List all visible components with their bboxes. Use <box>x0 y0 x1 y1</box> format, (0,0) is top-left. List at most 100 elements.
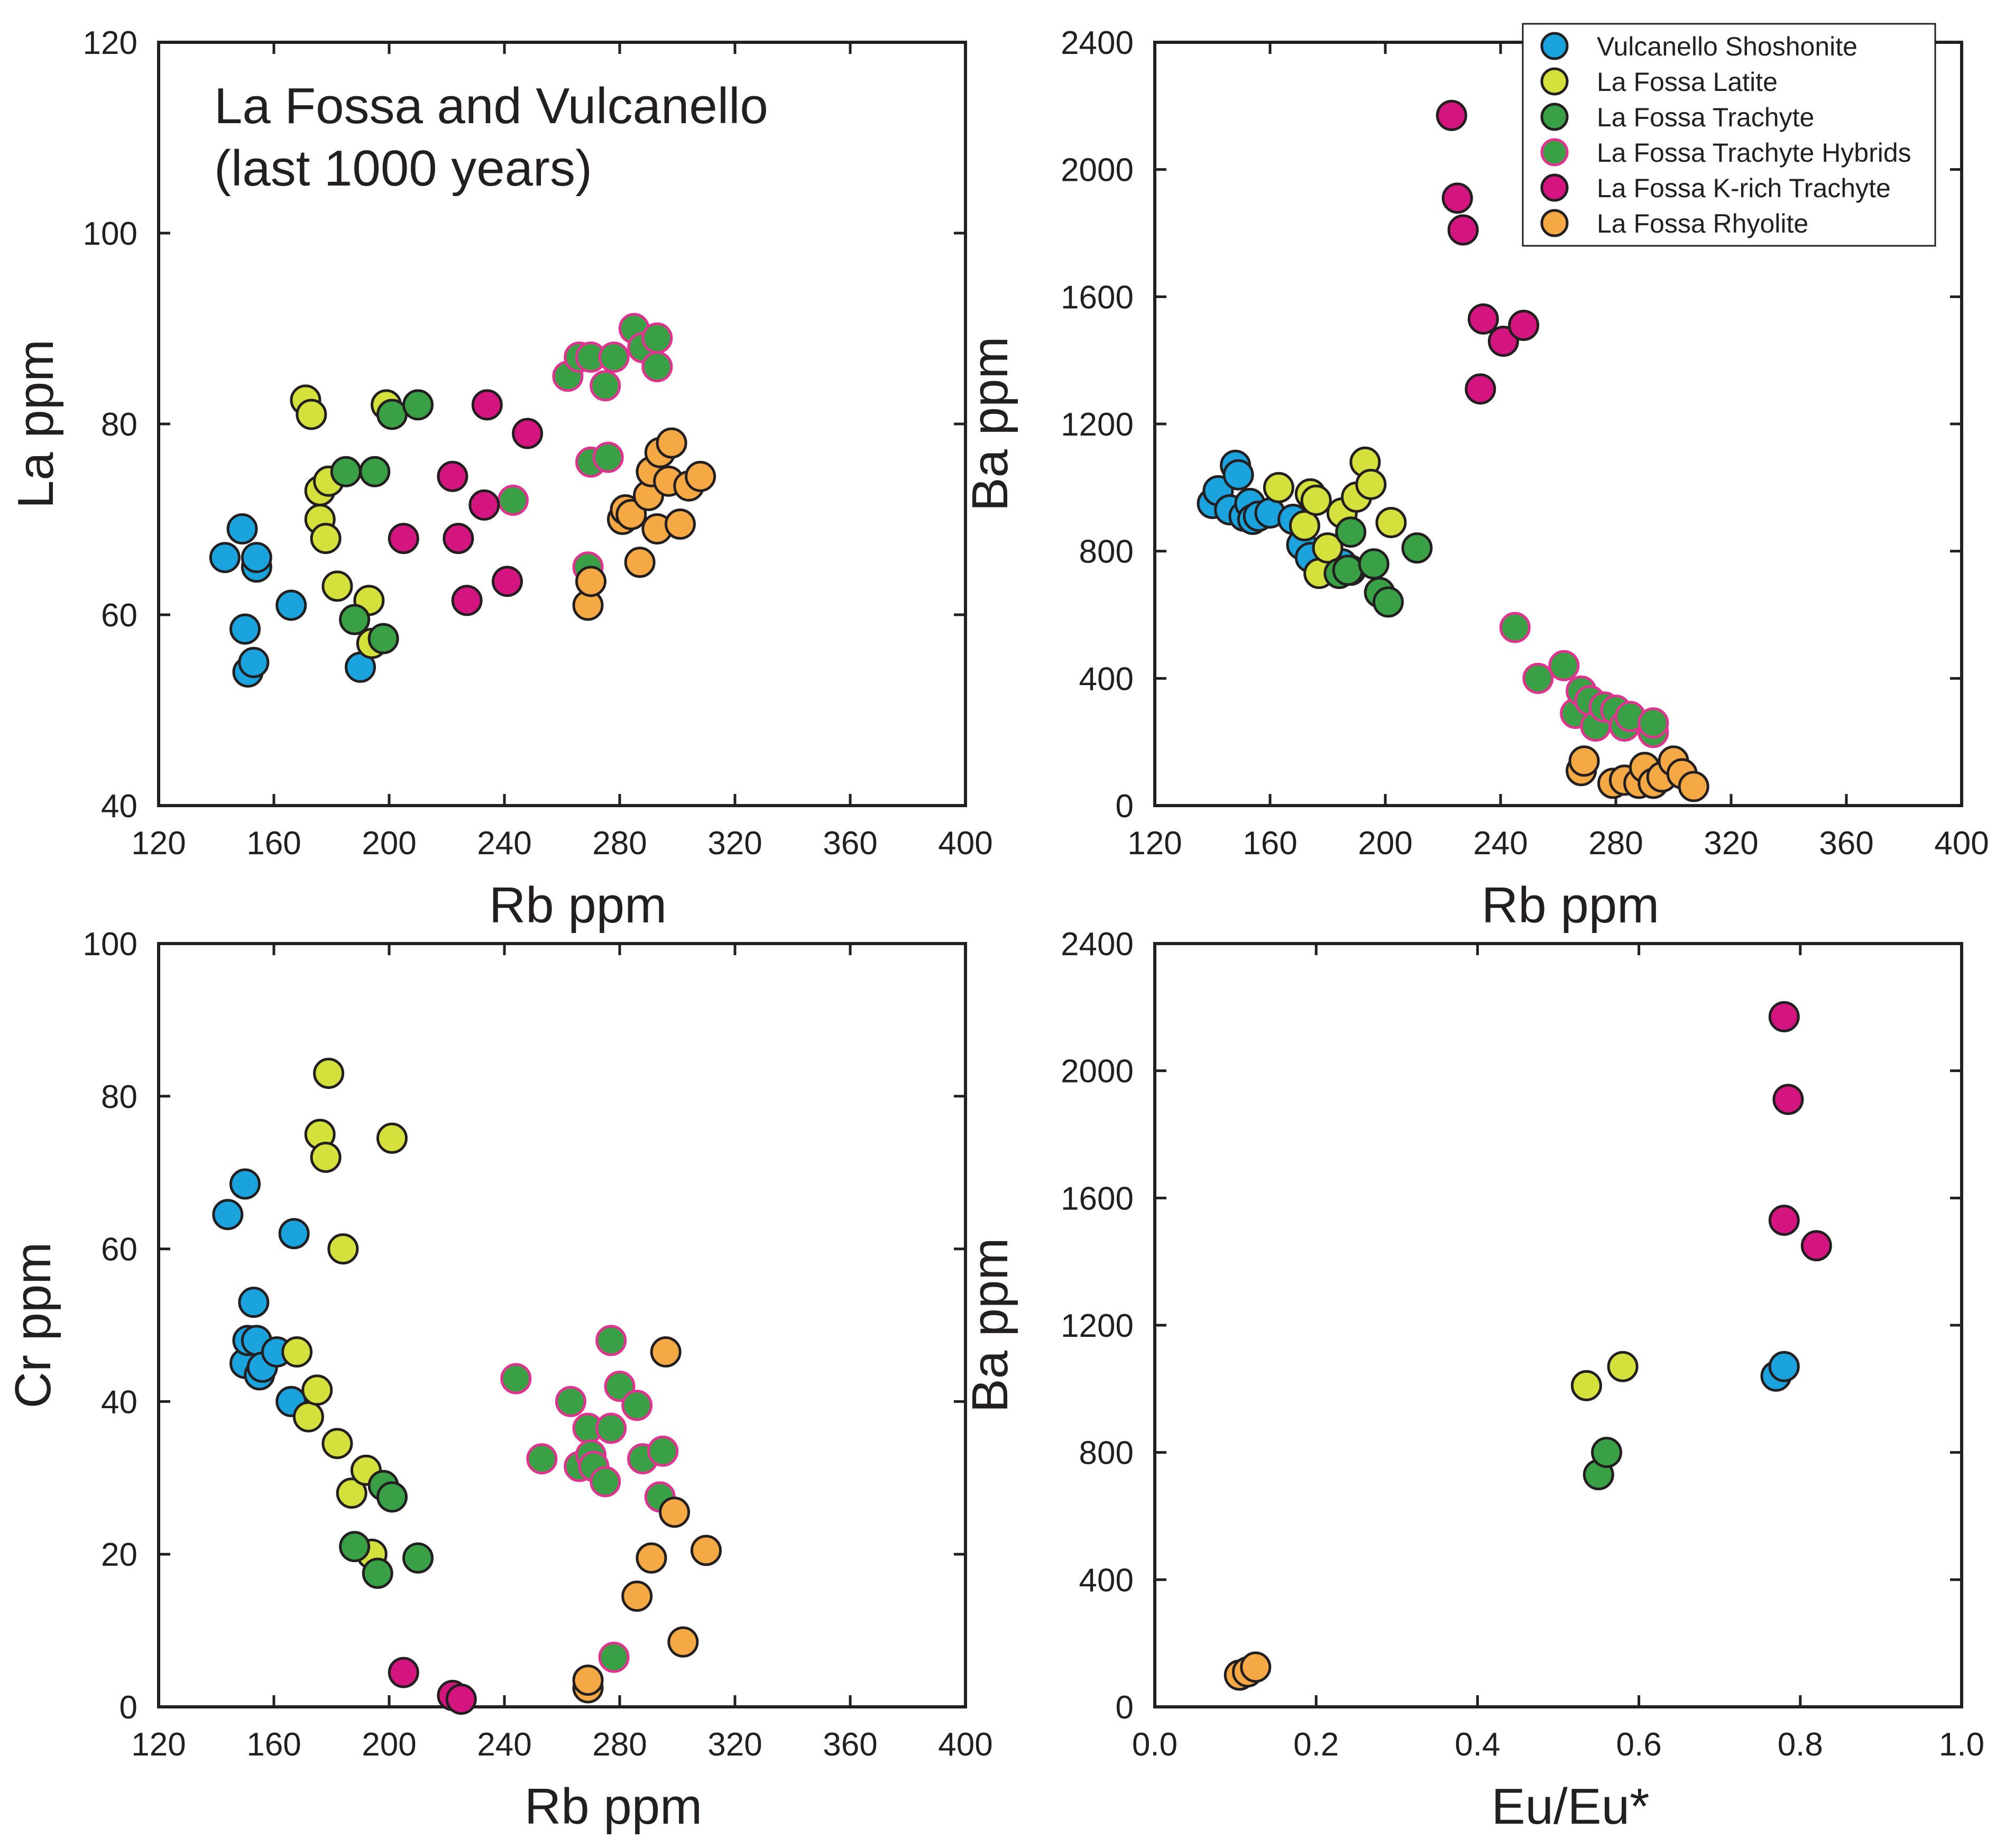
data-point-hybrid <box>595 1325 627 1356</box>
data-point-trachyte <box>367 623 399 654</box>
x-tick-label: 1.0 <box>1939 1726 1984 1763</box>
data-point-rhyolite <box>664 509 696 540</box>
x-tick-label: 280 <box>1588 825 1643 862</box>
x-tick-label: 360 <box>1819 825 1873 862</box>
x-tick-label: 400 <box>938 825 992 862</box>
data-point-hybrid <box>621 1390 653 1421</box>
x-tick-label: 320 <box>707 1726 762 1763</box>
data-point-rhyolite <box>621 1581 653 1612</box>
data-point-trachyte <box>330 456 362 487</box>
x-tick-label: 280 <box>592 825 647 862</box>
x-tick-label: 400 <box>1934 825 1989 862</box>
data-point-trachyte <box>339 1531 371 1563</box>
data-point-latite <box>321 1428 353 1459</box>
data-point-rhyolite <box>1568 745 1600 777</box>
data-point-krich <box>1447 214 1479 246</box>
x-tick-label: 160 <box>1243 825 1297 862</box>
data-point-hybrid <box>641 322 673 354</box>
data-point-trachyte <box>376 399 408 430</box>
data-point-hybrid <box>500 1363 532 1394</box>
data-point-rhyolite <box>1240 1651 1272 1683</box>
data-point-rhyolite <box>667 1626 699 1658</box>
legend-marker-rhyolite <box>1540 209 1569 237</box>
data-point-krich <box>437 460 468 492</box>
data-point-trachyte <box>359 456 391 487</box>
data-point-krich <box>1508 309 1540 341</box>
legend-label-trachyte: La Fossa Trachyte <box>1597 103 1814 132</box>
data-point-rhyolite <box>650 1336 682 1368</box>
data-point-hybrid <box>1548 650 1580 681</box>
data-point-hybrid <box>592 441 624 473</box>
data-point-shoshonite <box>238 1287 270 1318</box>
data-point-trachyte <box>1358 548 1390 580</box>
data-point-latite <box>336 1477 367 1509</box>
data-point-krich <box>1768 1204 1800 1236</box>
data-point-hybrid <box>1638 707 1669 739</box>
y-tick-label: 1200 <box>1061 1308 1134 1344</box>
data-point-trachyte <box>339 604 371 635</box>
data-point-hybrid <box>1499 612 1531 643</box>
y-tick-label: 60 <box>101 1232 137 1268</box>
x-tick-label: 0.8 <box>1778 1726 1823 1763</box>
y-tick-label: 1600 <box>1061 279 1134 316</box>
data-point-hybrid <box>641 351 673 383</box>
x-tick-label: 0.2 <box>1293 1726 1339 1763</box>
x-tick-label: 360 <box>823 1726 877 1763</box>
data-point-shoshonite <box>229 1168 261 1200</box>
x-tick-label: 240 <box>477 825 531 862</box>
x-tick-label: 120 <box>131 1726 186 1763</box>
y-axis-label: Ba ppm <box>962 1238 1018 1413</box>
x-tick-label: 240 <box>477 1726 531 1763</box>
x-tick-label: 200 <box>362 825 416 862</box>
data-point-trachyte <box>376 1481 408 1513</box>
legend-marker-krich <box>1540 173 1569 202</box>
data-point-rhyolite <box>575 566 606 597</box>
data-point-latite <box>376 1122 408 1154</box>
data-point-latite <box>281 1336 313 1368</box>
y-tick-label: 80 <box>101 406 137 443</box>
x-tick-label: 0.0 <box>1132 1726 1178 1763</box>
x-tick-label: 0.6 <box>1616 1726 1661 1763</box>
legend-box <box>1522 23 1936 247</box>
data-point-shoshonite <box>1222 459 1254 491</box>
plot-annotation: (last 1000 years) <box>214 140 592 197</box>
x-axis-label: Eu/Eu* <box>1492 1778 1650 1835</box>
x-axis-label: Rb ppm <box>489 877 667 934</box>
data-point-latite <box>327 1233 359 1265</box>
data-point-latite <box>301 1374 333 1406</box>
y-tick-label: 2400 <box>1061 25 1134 61</box>
data-point-krich <box>443 523 474 555</box>
panel-la-vs-rb: 120 160 200 240 280 320 360 400 40 60 80 100 120 Rb p… <box>7 25 993 934</box>
data-point-shoshonite <box>241 542 272 574</box>
data-point-krich <box>451 585 483 616</box>
legend-marker-hybrid <box>1540 138 1569 167</box>
y-tick-label: 800 <box>1079 1435 1134 1472</box>
plot-annotation: La Fossa and Vulcanello <box>214 78 768 134</box>
panel-ba-vs-eu: 0.0 0.2 0.4 0.6 0.8 1.0 0 400 800 1200 1600 2000 240… <box>962 926 1984 1835</box>
data-point-rhyolite <box>615 498 647 530</box>
x-tick-label: 200 <box>362 1726 416 1763</box>
y-tick-label: 1600 <box>1061 1180 1134 1217</box>
data-point-hybrid <box>598 341 630 373</box>
x-tick-label: 280 <box>592 1726 647 1763</box>
data-point-krich <box>1436 99 1467 131</box>
data-point-rhyolite <box>636 1542 667 1574</box>
data-point-shoshonite <box>226 513 258 545</box>
y-tick-label: 40 <box>101 788 137 825</box>
data-point-krich <box>1467 303 1499 335</box>
y-tick-label: 40 <box>101 1384 137 1420</box>
y-tick-label: 60 <box>101 597 137 634</box>
legend-marker-latite <box>1540 67 1569 96</box>
data-point-latite <box>1570 1370 1602 1401</box>
x-axis-label: Rb ppm <box>525 1778 702 1835</box>
x-tick-label: 120 <box>1127 825 1182 862</box>
data-point-trachyte <box>402 389 434 421</box>
x-tick-label: 160 <box>246 1726 301 1763</box>
y-tick-label: 1200 <box>1061 406 1134 443</box>
data-point-krich <box>471 389 503 421</box>
legend-label-krich: La Fossa K-rich Trachyte <box>1597 173 1891 203</box>
y-tick-label: 100 <box>83 926 137 963</box>
panel-cr-vs-rb: 120 160 200 240 280 320 360 400 0 20 40 60 80 100 Rb p… <box>5 926 993 1835</box>
y-tick-label: 0 <box>1116 1689 1134 1726</box>
data-point-rhyolite <box>685 460 716 492</box>
